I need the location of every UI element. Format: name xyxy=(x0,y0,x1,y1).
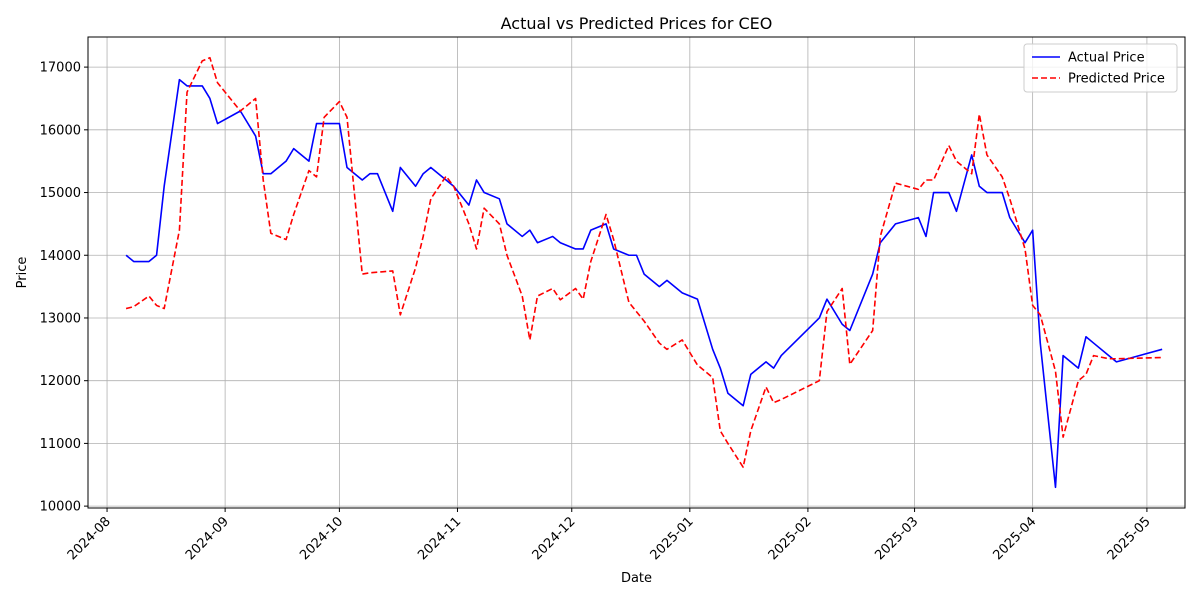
y-tick-label: 14000 xyxy=(40,249,81,264)
x-axis-label: Date xyxy=(621,571,652,586)
chart-title: Actual vs Predicted Prices for CEO xyxy=(501,14,773,33)
y-axis-label: Price xyxy=(15,257,30,289)
plot-area-frame xyxy=(87,36,1186,509)
predicted-price-line xyxy=(125,56,1163,469)
y-tick-label: 16000 xyxy=(40,123,81,138)
y-tick-label: 15000 xyxy=(40,186,81,201)
y-tick-label: 17000 xyxy=(40,61,81,76)
y-tick-label: 10000 xyxy=(40,500,81,515)
y-tick-label: 11000 xyxy=(40,437,81,452)
grid-lines xyxy=(88,37,1185,508)
actual-price-line xyxy=(125,78,1163,489)
legend-label-predicted: Predicted Price xyxy=(1068,72,1165,87)
legend-label-actual: Actual Price xyxy=(1068,51,1145,66)
y-tick-label: 13000 xyxy=(40,311,81,326)
legend: Actual Price Predicted Price xyxy=(1023,43,1178,93)
legend-box xyxy=(1023,43,1178,93)
y-tick-label: 12000 xyxy=(40,374,81,389)
series-lines xyxy=(125,56,1163,489)
